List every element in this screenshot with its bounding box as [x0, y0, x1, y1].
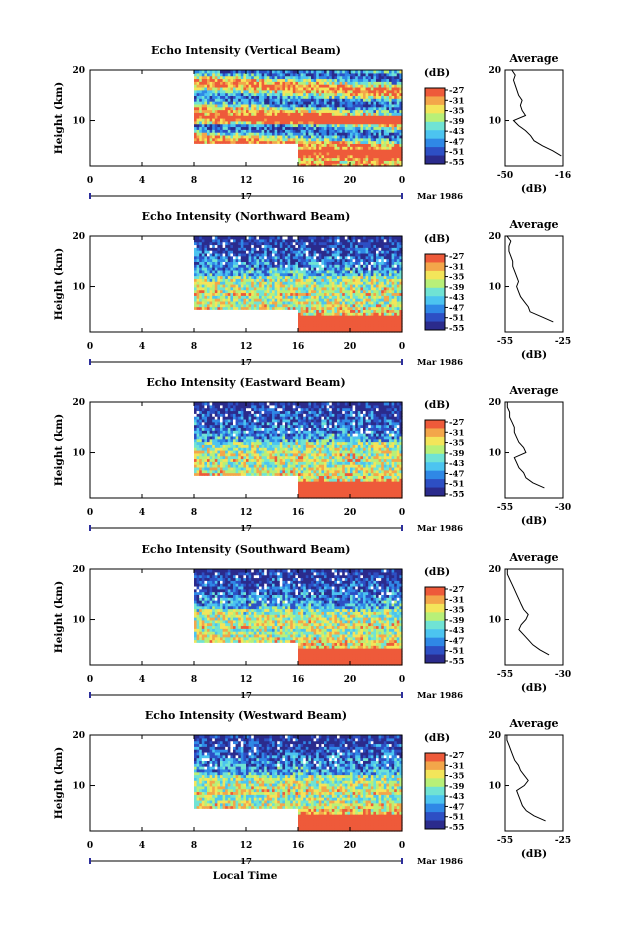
- profile-frame: [505, 236, 563, 332]
- x-tick-label: 8: [191, 342, 197, 352]
- colorbar-swatch: [425, 130, 445, 139]
- date-label: Mar 1986: [417, 192, 463, 202]
- colorbar-unit: (dB): [424, 67, 450, 79]
- colorbar-swatch: [425, 322, 445, 331]
- panel-title: Echo Intensity (Northward Beam): [142, 210, 351, 223]
- x-tick-label: 16: [292, 342, 305, 352]
- y-tick-label: 10: [72, 283, 85, 293]
- x-tick-label: 20: [344, 176, 357, 186]
- panels: Echo Intensity (Vertical Beam) Height (km…: [53, 44, 571, 867]
- y-axis-label: Height (km): [53, 248, 65, 320]
- colorbar-swatch: [425, 271, 445, 280]
- colorbar-swatch: [425, 313, 445, 322]
- profile-x-label: (dB): [521, 183, 547, 195]
- colorbar-unit: (dB): [424, 233, 450, 245]
- colorbar-tick-label: -51: [449, 314, 464, 324]
- profile-y-tick-label: 20: [488, 66, 501, 76]
- profile-title: Average: [508, 218, 558, 231]
- profile-y-tick-label: 10: [488, 283, 501, 293]
- colorbar-swatch: [425, 288, 445, 297]
- x-tick-label: 16: [292, 176, 305, 186]
- date-label: Mar 1986: [417, 358, 463, 368]
- colorbar-swatch: [425, 113, 445, 122]
- day-marker-label: 17: [240, 358, 252, 368]
- colorbar-tick-label: -51: [449, 148, 464, 158]
- colorbar-swatch: [425, 156, 445, 165]
- day-marker-label: 17: [240, 192, 252, 202]
- colorbar-tick-label: -35: [449, 273, 464, 283]
- profile-x-tick-label: -25: [555, 337, 571, 347]
- profile-line: [512, 70, 562, 156]
- y-axis-label: Height (km): [53, 414, 65, 486]
- colorbar-tick-label: -47: [449, 303, 464, 313]
- colorbar-tick-label: -39: [449, 117, 464, 127]
- y-tick-label: 10: [72, 117, 85, 127]
- y-axis-label: Height (km): [53, 82, 65, 154]
- heatmap-cells: [194, 70, 403, 167]
- colorbar-swatch: [425, 139, 445, 148]
- colorbar-swatch: [425, 262, 445, 271]
- colorbar-swatch: [425, 122, 445, 131]
- colorbar-swatch: [425, 296, 445, 305]
- colorbar-tick-label: -31: [449, 262, 464, 272]
- profile-x-label: (dB): [521, 349, 547, 361]
- x-tick-label: 0: [87, 176, 93, 186]
- profile-x-tick-label: -16: [555, 171, 571, 181]
- profile-y-tick-label: 20: [488, 232, 501, 242]
- colorbar-tick-label: -47: [449, 137, 464, 147]
- colorbar-tick-label: -35: [449, 107, 464, 117]
- colorbar-tick-label: -31: [449, 96, 464, 106]
- y-tick-label: 20: [72, 232, 85, 242]
- x-tick-label: 20: [344, 342, 357, 352]
- colorbar-swatch: [425, 147, 445, 156]
- x-tick-label: 4: [139, 176, 145, 186]
- x-tick-label: 8: [191, 176, 197, 186]
- profile-x-tick-label: -55: [497, 337, 513, 347]
- profile-y-tick-label: 10: [488, 117, 501, 127]
- profile-x-tick-label: -50: [497, 171, 513, 181]
- panel-1: Echo Intensity (Vertical Beam) Height (km…: [53, 44, 571, 202]
- colorbar-tick-label: -39: [449, 283, 464, 293]
- heatmap-cells: [194, 402, 403, 499]
- y-tick-label: 20: [72, 66, 85, 76]
- x-tick-label: 12: [240, 176, 253, 186]
- colorbar-swatch: [425, 88, 445, 97]
- colorbar-swatch: [425, 105, 445, 114]
- x-tick-label: 0: [87, 342, 93, 352]
- heatmap-cells: [194, 236, 403, 333]
- colorbar-swatch: [425, 96, 445, 105]
- panel-3: Echo Intensity (Eastward Beam) Height (km…: [53, 376, 571, 534]
- x-tick-label: 12: [240, 342, 253, 352]
- colorbar-tick-label: -55: [449, 158, 464, 168]
- colorbar-tick-label: -55: [449, 324, 464, 334]
- colorbar-swatch: [425, 254, 445, 263]
- panel-2: Echo Intensity (Northward Beam) Height (k…: [53, 210, 571, 368]
- colorbar-swatch: [425, 279, 445, 288]
- profile-title: Average: [508, 52, 558, 65]
- colorbar-tick-label: -43: [449, 293, 464, 303]
- panel-title: Echo Intensity (Vertical Beam): [151, 44, 341, 57]
- x-tick-label: 0: [399, 342, 405, 352]
- colorbar-tick-label: -43: [449, 127, 464, 137]
- panel-title: Echo Intensity (Eastward Beam): [146, 376, 345, 389]
- colorbar-tick-label: -27: [449, 86, 464, 96]
- x-tick-label: 4: [139, 342, 145, 352]
- profile-line: [507, 236, 553, 322]
- colorbar-tick-label: -27: [449, 252, 464, 262]
- colorbar-swatch: [425, 305, 445, 314]
- x-tick-label: 0: [399, 176, 405, 186]
